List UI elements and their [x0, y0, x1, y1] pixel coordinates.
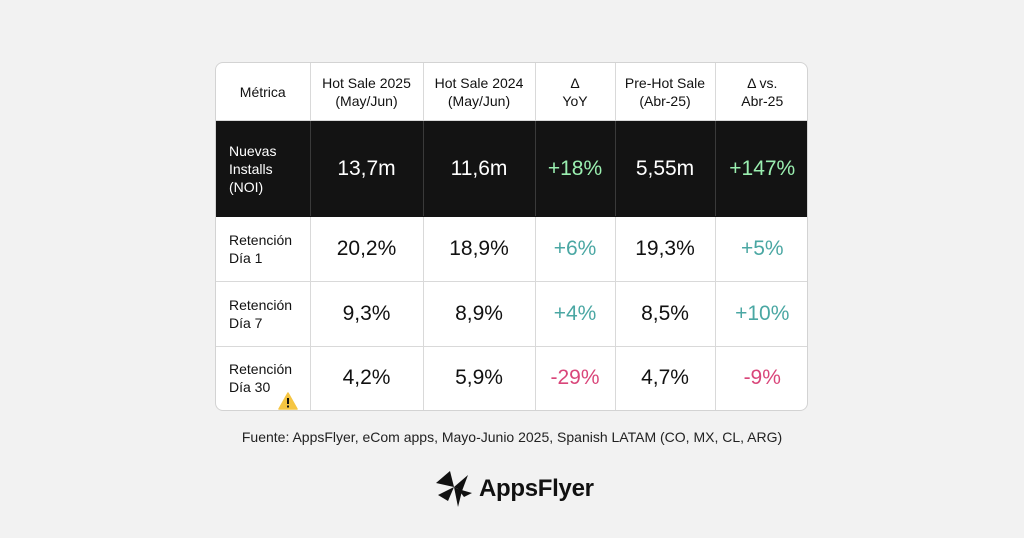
delta-cell: -29% [535, 346, 616, 410]
metrics-table: Métrica Hot Sale 2025 (May/Jun) Hot Sale… [216, 63, 807, 410]
table-row-nuevas-installs: Nuevas Installs (NOI) 13,7m 11,6m +18% 5… [216, 120, 807, 218]
value-cell: 8,9% [423, 281, 536, 347]
appsflyer-logo: AppsFlyer [432, 467, 594, 511]
value-cell: 11,6m [423, 120, 536, 218]
delta-cell: +18% [535, 120, 616, 218]
value-cell: 13,7m [310, 120, 424, 218]
table-row-retencion-dia-7: Retención Día 7 9,3% 8,9% +4% 8,5% +10% [216, 281, 807, 347]
logo-text: AppsFlyer [479, 475, 594, 502]
metric-label-cell: Retención Día 1 [216, 216, 311, 282]
metric-label-cell: Retención Día 7 [216, 281, 311, 347]
delta-cell: +5% [715, 216, 807, 282]
delta-cell: +147% [715, 120, 807, 218]
value-cell: 9,3% [310, 281, 424, 347]
value-cell: 20,2% [310, 216, 424, 282]
value-cell: 18,9% [423, 216, 536, 282]
table-row-retencion-dia-1: Retención Día 1 20,2% 18,9% +6% 19,3% +5… [216, 216, 807, 282]
table-row-retencion-dia-30: Retención Día 30 4,2% 5,9% -29% 4,7% -9% [216, 346, 807, 410]
value-cell: 5,55m [615, 120, 716, 218]
value-cell: 19,3% [615, 216, 716, 282]
warning-icon [278, 391, 298, 410]
header-metrica: Métrica [216, 63, 311, 121]
appsflyer-logo-icon [436, 471, 472, 507]
header-pre-hot-sale: Pre-Hot Sale (Abr-25) [615, 63, 716, 121]
metric-label-cell: Nuevas Installs (NOI) [216, 120, 311, 218]
value-cell: 5,9% [423, 346, 536, 410]
metrics-table-card: Métrica Hot Sale 2025 (May/Jun) Hot Sale… [215, 62, 808, 411]
table-header-row: Métrica Hot Sale 2025 (May/Jun) Hot Sale… [216, 63, 807, 121]
value-cell: 4,2% [310, 346, 424, 410]
metric-label-cell: Retención Día 30 [216, 346, 311, 410]
value-cell: 4,7% [615, 346, 716, 410]
value-cell: 8,5% [615, 281, 716, 347]
header-delta-abr: Δ vs. Abr-25 [715, 63, 807, 121]
delta-cell: -9% [743, 366, 781, 390]
source-note: Fuente: AppsFlyer, eCom apps, Mayo-Junio… [241, 429, 783, 445]
header-hot-sale-2024: Hot Sale 2024 (May/Jun) [423, 63, 536, 121]
header-hot-sale-2025: Hot Sale 2025 (May/Jun) [310, 63, 424, 121]
delta-cell: +4% [535, 281, 616, 347]
header-delta-yoy: Δ YoY [535, 63, 616, 121]
delta-cell: +10% [715, 281, 807, 347]
delta-cell: +6% [535, 216, 616, 282]
